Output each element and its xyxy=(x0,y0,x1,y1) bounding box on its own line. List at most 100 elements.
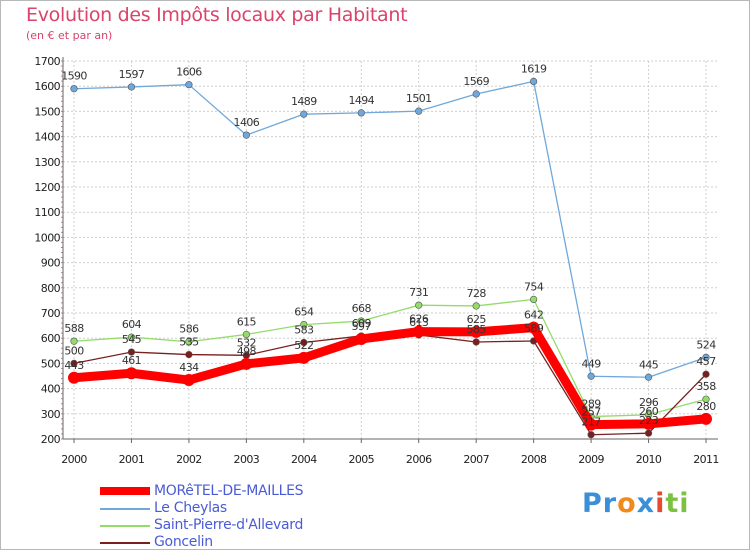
y-tick-label: 1400 xyxy=(34,131,60,144)
data-label: 217 xyxy=(581,416,601,429)
data-point xyxy=(242,131,250,139)
data-label: 728 xyxy=(467,287,487,300)
y-tick-label: 400 xyxy=(41,383,61,396)
chart-title: Evolution des Impôts locaux par Habitant xyxy=(26,4,408,26)
data-label: 668 xyxy=(352,302,372,315)
data-label: 1501 xyxy=(406,92,432,105)
legend-swatch-saint-pierre xyxy=(100,525,150,527)
data-label: 289 xyxy=(581,398,601,411)
data-label: 626 xyxy=(409,313,429,326)
data-label: 1406 xyxy=(234,116,260,129)
legend-label-goncelin: Goncelin xyxy=(154,534,213,550)
data-label: 1619 xyxy=(521,62,547,75)
data-label: 583 xyxy=(294,323,314,336)
data-point xyxy=(415,107,423,115)
data-label: 654 xyxy=(294,306,314,319)
x-tick-label: 2011 xyxy=(693,453,719,466)
data-point xyxy=(412,325,425,338)
data-point xyxy=(300,110,308,118)
logo-part: Pr xyxy=(582,488,618,519)
legend-label-moretel: MORêTEL-DE-MAILLES xyxy=(154,483,304,499)
y-tick-label: 1600 xyxy=(34,80,60,93)
data-label: 358 xyxy=(696,380,716,393)
data-label: 296 xyxy=(639,396,659,409)
legend-label-le-cheylas: Le Cheylas xyxy=(154,500,227,516)
data-point xyxy=(70,337,78,345)
x-tick-label: 2003 xyxy=(234,453,260,466)
y-tick-label: 1700 xyxy=(34,55,60,68)
data-label: 588 xyxy=(64,322,84,335)
legend-swatch-goncelin xyxy=(100,542,150,544)
x-tick-label: 2008 xyxy=(521,453,547,466)
data-label: 449 xyxy=(581,357,601,370)
data-point xyxy=(702,395,710,403)
series-line xyxy=(73,80,707,378)
data-label: 589 xyxy=(524,322,544,335)
data-label: 642 xyxy=(524,309,543,322)
y-tick-label: 200 xyxy=(41,433,61,446)
data-point xyxy=(185,338,193,346)
data-point xyxy=(127,348,136,356)
y-tick-label: 500 xyxy=(41,357,61,370)
data-point xyxy=(185,81,193,89)
data-label: 586 xyxy=(179,323,199,336)
logo-part: o xyxy=(617,488,637,519)
data-label: 1494 xyxy=(348,94,374,107)
data-label: 445 xyxy=(639,358,659,371)
data-label: 498 xyxy=(237,345,257,358)
data-label: 434 xyxy=(179,361,199,374)
data-point xyxy=(68,371,80,384)
data-label: 1590 xyxy=(61,70,87,83)
y-tick-label: 800 xyxy=(41,282,61,295)
logo-part: x xyxy=(636,488,656,519)
axes: 2003004005006007008009001000110012001300… xyxy=(34,55,719,466)
data-point xyxy=(702,353,710,361)
data-label: 609 xyxy=(352,317,372,330)
data-point xyxy=(185,350,193,359)
logo-part: ti xyxy=(665,488,690,519)
y-tick-label: 600 xyxy=(41,332,61,345)
data-label: 1597 xyxy=(119,68,145,81)
data-point xyxy=(702,370,710,378)
data-point xyxy=(530,295,538,303)
x-tick-label: 2009 xyxy=(578,453,604,466)
series-line xyxy=(73,334,707,436)
data-point xyxy=(530,77,538,86)
series-layer xyxy=(68,77,712,439)
data-label: 585 xyxy=(467,323,487,336)
data-label: 1606 xyxy=(176,66,202,79)
grid xyxy=(63,60,718,440)
x-tick-label: 2010 xyxy=(636,453,662,466)
data-point xyxy=(300,320,308,329)
data-point xyxy=(585,418,598,431)
data-label: 1489 xyxy=(291,95,317,108)
x-tick-label: 2006 xyxy=(406,453,432,466)
y-tick-label: 1500 xyxy=(34,105,60,118)
data-point xyxy=(587,372,595,380)
y-tick-label: 700 xyxy=(41,307,61,320)
y-tick-label: 1300 xyxy=(34,156,60,169)
data-point xyxy=(700,412,712,425)
data-label: 260 xyxy=(639,405,659,418)
data-label: 613 xyxy=(409,316,429,329)
data-label: 1569 xyxy=(463,75,489,88)
data-point xyxy=(127,83,136,91)
data-label: 604 xyxy=(122,318,142,331)
data-point xyxy=(644,429,653,437)
data-label: 615 xyxy=(237,315,257,328)
data-point xyxy=(182,374,195,387)
chart-subtitle: (en € et par an) xyxy=(26,29,113,42)
logo-part: i xyxy=(655,488,666,519)
data-point xyxy=(415,301,423,309)
y-tick-label: 1100 xyxy=(34,206,60,219)
data-point xyxy=(125,367,138,380)
proxiti-logo: Proxiti xyxy=(582,488,690,519)
data-point xyxy=(240,357,253,370)
data-point xyxy=(357,109,365,117)
data-label: 524 xyxy=(696,338,716,351)
data-point xyxy=(70,359,78,368)
data-label: 500 xyxy=(64,344,84,357)
data-point xyxy=(587,431,595,439)
data-point xyxy=(297,351,310,364)
data-point xyxy=(527,321,540,334)
